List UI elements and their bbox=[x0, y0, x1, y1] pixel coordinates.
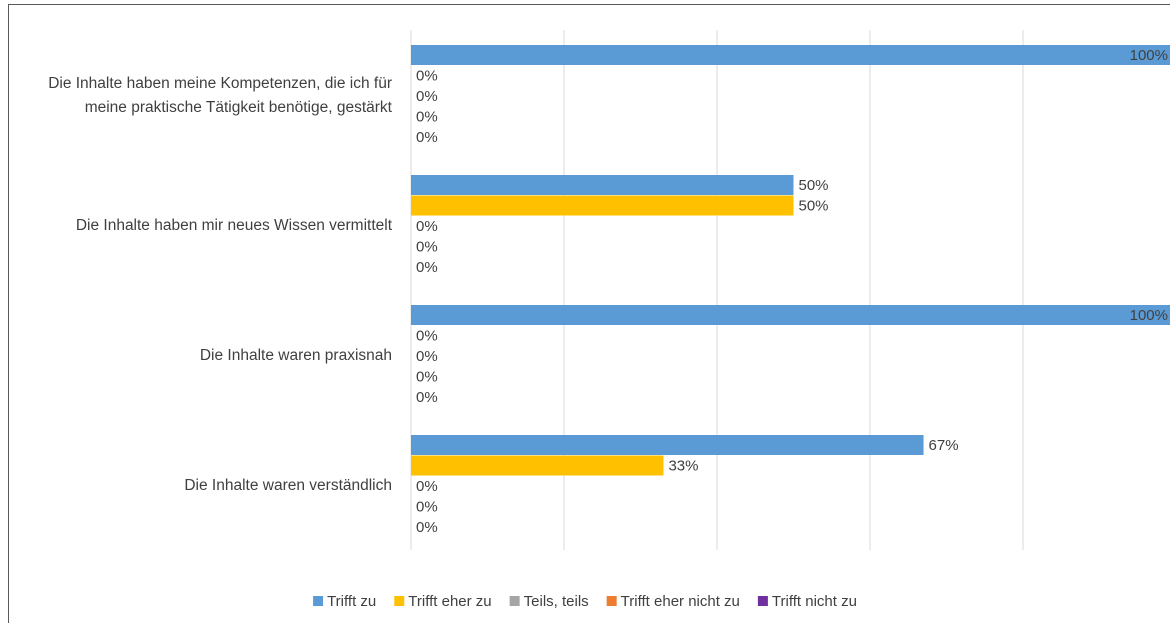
legend-swatch bbox=[313, 596, 324, 606]
legend-swatch bbox=[606, 596, 617, 606]
bar bbox=[411, 435, 924, 455]
legend-label: Trifft zu bbox=[327, 593, 376, 610]
bar bbox=[411, 45, 1170, 65]
category-label: Die Inhalte waren verständlich bbox=[184, 477, 392, 495]
value-label: 0% bbox=[416, 478, 438, 495]
value-label: 0% bbox=[416, 389, 438, 406]
category-label: Die Inhalte waren praxisnah bbox=[199, 347, 392, 365]
value-label: 0% bbox=[416, 369, 438, 386]
bar bbox=[411, 195, 794, 216]
legend-label: Teils, teils bbox=[524, 593, 589, 610]
value-label: 50% bbox=[799, 177, 829, 194]
value-label: 50% bbox=[799, 198, 829, 215]
value-label: 0% bbox=[416, 328, 438, 345]
value-label: 33% bbox=[668, 458, 698, 475]
value-label: 0% bbox=[416, 348, 438, 365]
value-label: 0% bbox=[416, 239, 438, 256]
legend-label: Trifft eher zu bbox=[408, 593, 491, 610]
value-label: 0% bbox=[416, 88, 438, 105]
legend-swatch bbox=[509, 596, 520, 606]
category-label: Die Inhalte haben meine Kompetenzen, die… bbox=[48, 75, 392, 117]
value-label: 100% bbox=[1130, 47, 1168, 64]
value-label: 0% bbox=[416, 129, 438, 146]
bar bbox=[411, 305, 1170, 325]
value-label: 67% bbox=[929, 437, 959, 454]
category-label: Die Inhalte haben mir neues Wissen vermi… bbox=[75, 217, 392, 235]
value-label: 0% bbox=[416, 68, 438, 85]
value-label: 0% bbox=[416, 519, 438, 536]
legend-label: Trifft eher nicht zu bbox=[621, 593, 740, 610]
legend-label: Trifft nicht zu bbox=[772, 593, 857, 610]
value-label: 0% bbox=[416, 499, 438, 516]
legend-swatch bbox=[757, 596, 768, 606]
value-label: 100% bbox=[1130, 307, 1168, 324]
legend-swatch bbox=[394, 596, 405, 606]
chart-frame bbox=[8, 4, 1170, 623]
value-label: 0% bbox=[416, 259, 438, 276]
value-label: 0% bbox=[416, 218, 438, 235]
bar bbox=[411, 455, 664, 476]
bar bbox=[411, 175, 794, 195]
value-label: 0% bbox=[416, 109, 438, 126]
